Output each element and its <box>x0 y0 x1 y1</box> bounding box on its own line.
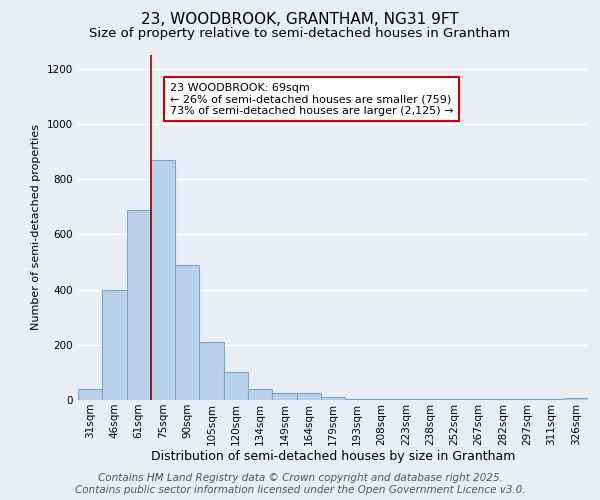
Bar <box>370 398 394 400</box>
Bar <box>539 399 564 400</box>
Bar <box>418 399 442 400</box>
X-axis label: Distribution of semi-detached houses by size in Grantham: Distribution of semi-detached houses by … <box>151 450 515 464</box>
Bar <box>321 397 345 400</box>
Bar <box>175 265 199 400</box>
Bar <box>224 372 248 400</box>
Bar <box>102 290 127 400</box>
Bar <box>272 393 296 400</box>
Text: Size of property relative to semi-detached houses in Grantham: Size of property relative to semi-detach… <box>89 28 511 40</box>
Text: Contains HM Land Registry data © Crown copyright and database right 2025.
Contai: Contains HM Land Registry data © Crown c… <box>74 474 526 495</box>
Bar <box>515 399 539 400</box>
Bar <box>296 393 321 400</box>
Bar <box>345 398 370 400</box>
Bar <box>491 399 515 400</box>
Bar <box>467 399 491 400</box>
Bar <box>248 389 272 400</box>
Bar <box>442 399 467 400</box>
Text: 23 WOODBROOK: 69sqm
← 26% of semi-detached houses are smaller (759)
73% of semi-: 23 WOODBROOK: 69sqm ← 26% of semi-detach… <box>170 82 454 116</box>
Bar <box>199 342 224 400</box>
Bar <box>78 389 102 400</box>
Bar <box>394 399 418 400</box>
Bar <box>151 160 175 400</box>
Bar <box>127 210 151 400</box>
Text: 23, WOODBROOK, GRANTHAM, NG31 9FT: 23, WOODBROOK, GRANTHAM, NG31 9FT <box>141 12 459 28</box>
Bar <box>564 398 588 400</box>
Y-axis label: Number of semi-detached properties: Number of semi-detached properties <box>31 124 41 330</box>
